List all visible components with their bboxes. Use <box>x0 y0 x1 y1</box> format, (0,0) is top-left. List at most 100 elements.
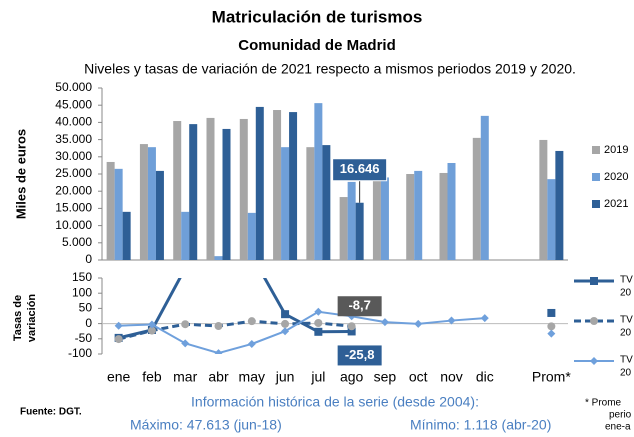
bar <box>355 202 364 260</box>
footnote: * Prome <box>585 398 622 409</box>
y-tick-label: 0 <box>85 252 92 266</box>
legend-label: TV <box>620 275 633 286</box>
info: Información histórica de la serie (desde… <box>191 394 479 410</box>
legend-label: 2019 <box>604 144 628 156</box>
marker <box>281 327 290 336</box>
bar <box>306 147 315 260</box>
marker <box>314 307 323 316</box>
x-tick-label: oct <box>409 369 428 385</box>
y-tick-label: -50 <box>75 331 93 345</box>
x-tick-label: dic <box>476 369 494 385</box>
bar <box>314 103 323 260</box>
bar <box>222 128 231 260</box>
bar <box>289 112 298 260</box>
marker <box>181 339 190 348</box>
bar <box>380 177 389 260</box>
marker <box>590 277 598 285</box>
y-tick-label: 20.000 <box>55 183 92 197</box>
bar <box>189 124 198 261</box>
bar <box>447 162 456 260</box>
bar <box>114 168 123 260</box>
marker <box>347 322 356 331</box>
x-tick-label: Prom* <box>532 369 571 385</box>
y-tick-label: 15.000 <box>55 201 92 215</box>
description: Niveles y tasas de variación de 2021 res… <box>84 61 576 77</box>
marker <box>214 349 223 354</box>
x-tick-label: ago <box>340 369 364 385</box>
bar <box>439 172 448 260</box>
legend-label: 20 <box>620 328 632 339</box>
label-box <box>332 158 388 182</box>
marker <box>314 327 323 336</box>
bar <box>139 144 148 260</box>
y-tick-label: 100 <box>72 285 92 299</box>
marker <box>380 318 389 327</box>
marker <box>547 329 556 338</box>
legend-swatch <box>592 200 600 208</box>
legend-label: 20 <box>620 368 632 379</box>
label-box <box>337 345 382 366</box>
x-tick-label: jul <box>310 369 325 385</box>
bar <box>181 211 190 260</box>
y-tick-label: -100 <box>68 346 92 360</box>
bar <box>173 121 182 260</box>
legend-label: 2020 <box>604 171 628 183</box>
bar <box>472 137 481 260</box>
marker <box>414 319 423 328</box>
bar <box>155 170 164 260</box>
marker <box>214 322 223 331</box>
x-tick-label: sep <box>374 369 397 385</box>
x-tick-label: mar <box>173 369 197 385</box>
marker <box>347 327 356 336</box>
marker <box>247 339 256 348</box>
marker <box>590 357 598 365</box>
marker <box>114 321 123 330</box>
marker <box>547 308 556 317</box>
marker <box>314 318 323 327</box>
bar <box>539 139 548 260</box>
y-tick-label: 5.000 <box>62 235 92 249</box>
bar <box>555 150 564 260</box>
info-min: Mínimo: 1.118 (abr-20) <box>410 417 551 433</box>
y-tick-label: 25.000 <box>55 166 92 180</box>
bar <box>339 197 348 260</box>
marker <box>281 319 290 328</box>
footnote: perio <box>609 410 632 421</box>
bar <box>122 211 131 260</box>
bar <box>347 181 356 260</box>
legend-label: 2021 <box>604 198 628 210</box>
info-max: Máximo: 47.613 (jun-18) <box>130 417 282 433</box>
footnote: ene-a <box>605 422 631 433</box>
data-label: 16.646 <box>340 161 380 176</box>
marker <box>281 310 290 319</box>
y-axis-label: Tasas de <box>12 295 24 341</box>
marker <box>181 320 190 329</box>
marker <box>590 317 598 325</box>
y-tick-label: 40.000 <box>55 115 92 129</box>
marker <box>114 335 123 344</box>
marker <box>147 320 156 329</box>
y-axis-label: Miles de euros <box>13 129 28 219</box>
x-tick-label: jun <box>275 369 295 385</box>
y-axis-label: variación <box>26 294 38 343</box>
marker <box>480 314 489 323</box>
bar <box>106 161 115 260</box>
y-tick-label: 150 <box>72 270 92 284</box>
x-tick-label: may <box>239 369 265 385</box>
legend-label: 20 <box>620 288 632 299</box>
source: Fuente: DGT. <box>20 407 82 418</box>
bar <box>372 174 381 260</box>
label-box <box>337 296 382 317</box>
bar <box>480 115 489 260</box>
legend-swatch <box>592 146 600 154</box>
bar <box>281 147 290 260</box>
bar <box>147 147 156 260</box>
y-tick-label: 45.000 <box>55 97 92 111</box>
y-tick-label: 30.000 <box>55 149 92 163</box>
bar <box>239 118 248 261</box>
marker <box>547 322 556 331</box>
y-tick-label: 50 <box>79 301 93 315</box>
bar <box>406 174 415 260</box>
legend-swatch <box>592 173 600 181</box>
